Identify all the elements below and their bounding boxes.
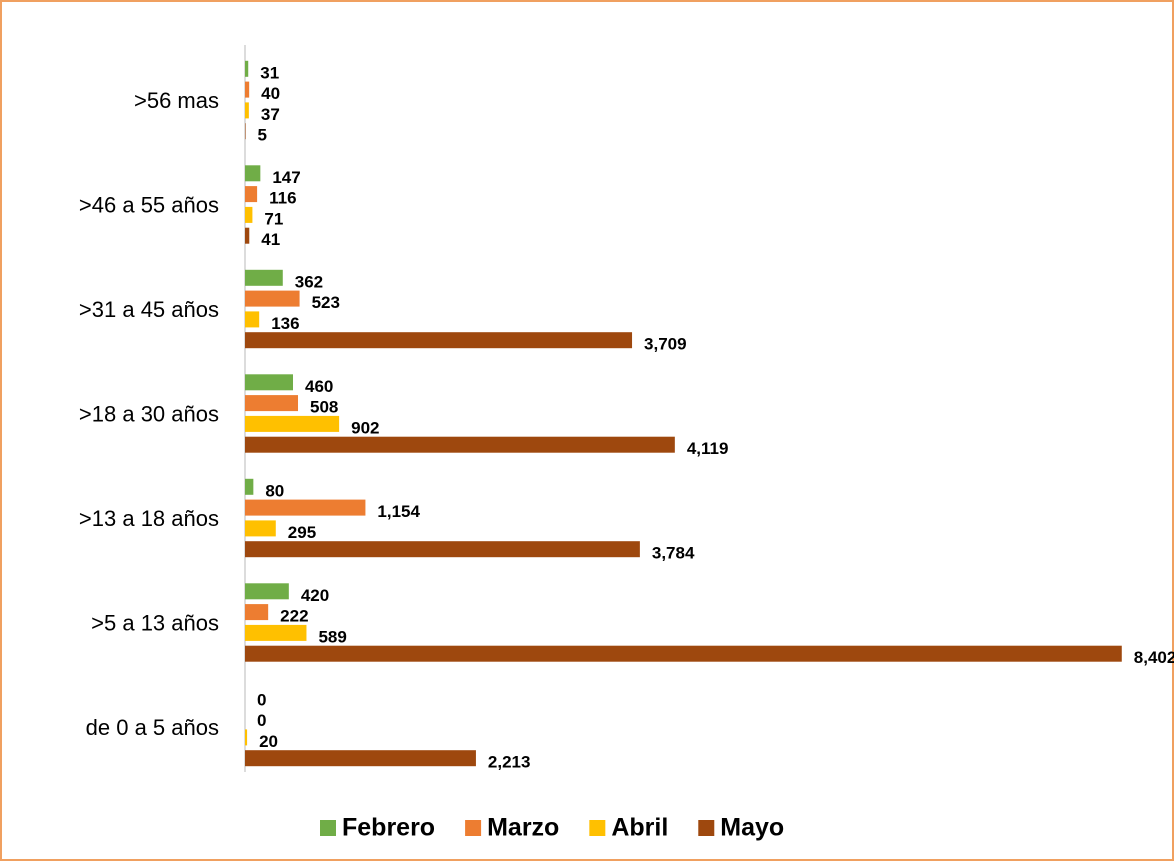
bar <box>245 311 260 328</box>
data-label: 523 <box>312 293 340 312</box>
data-label: 5 <box>258 126 267 145</box>
bar <box>245 227 250 244</box>
y-tick-label: >13 a 18 años <box>79 506 219 531</box>
legend-swatch <box>320 820 336 836</box>
bar <box>245 290 300 307</box>
y-tick-label: >46 a 55 años <box>79 192 219 217</box>
legend-swatch <box>589 820 606 836</box>
bar <box>245 520 276 537</box>
y-tick-label: >56 mas <box>134 88 219 113</box>
bar <box>245 186 258 203</box>
data-label: 40 <box>261 84 280 103</box>
data-label: 460 <box>305 377 333 396</box>
bar <box>245 81 250 98</box>
data-label: 116 <box>269 189 296 208</box>
data-label: 20 <box>259 732 278 751</box>
data-label: 80 <box>265 481 284 500</box>
data-label: 902 <box>351 418 379 437</box>
data-label: 3,784 <box>652 544 695 563</box>
y-tick-label: >18 a 30 años <box>79 401 219 426</box>
bar <box>245 729 248 746</box>
bar <box>245 415 340 432</box>
bar <box>245 583 289 600</box>
data-label: 41 <box>261 230 280 249</box>
bar <box>245 478 254 495</box>
bar <box>245 624 307 641</box>
bar <box>245 206 253 223</box>
bar <box>245 499 366 516</box>
bar <box>245 645 1122 662</box>
data-label: 4,119 <box>687 439 729 458</box>
legend-label: Abril <box>611 814 668 842</box>
data-label: 0 <box>257 690 266 709</box>
data-label: 37 <box>261 105 280 124</box>
bar <box>245 102 249 119</box>
bar <box>245 604 269 621</box>
data-label: 71 <box>264 209 283 228</box>
y-tick-label: >31 a 45 años <box>79 297 219 322</box>
y-tick-label: de 0 a 5 años <box>86 715 219 740</box>
data-label: 589 <box>318 627 346 646</box>
data-label: 136 <box>271 314 299 333</box>
legend-label: Febrero <box>342 814 435 842</box>
data-label: 2,213 <box>488 753 531 772</box>
legend-swatch <box>465 820 482 836</box>
data-label: 222 <box>280 607 308 626</box>
legend-swatch <box>698 820 715 836</box>
bar <box>245 750 476 767</box>
data-label: 8,402 <box>1134 648 1174 667</box>
data-label: 31 <box>260 63 279 82</box>
data-label: 420 <box>301 586 329 605</box>
bar <box>245 332 633 349</box>
bar <box>245 123 246 140</box>
bar <box>245 374 294 391</box>
bar <box>245 395 299 412</box>
data-label: 508 <box>310 398 338 417</box>
data-label: 3,709 <box>644 335 687 354</box>
data-label: 0 <box>257 711 266 730</box>
bar <box>245 436 675 453</box>
data-label: 1,154 <box>377 502 420 521</box>
bar <box>245 269 283 286</box>
bar <box>245 60 249 77</box>
legend-label: Mayo <box>720 814 784 842</box>
bar <box>245 541 640 558</box>
legend-label: Marzo <box>487 814 559 842</box>
bar <box>245 165 261 182</box>
y-tick-label: >5 a 13 años <box>91 610 219 635</box>
data-label: 295 <box>288 523 316 542</box>
data-label: 362 <box>295 272 323 291</box>
data-label: 147 <box>272 168 300 187</box>
